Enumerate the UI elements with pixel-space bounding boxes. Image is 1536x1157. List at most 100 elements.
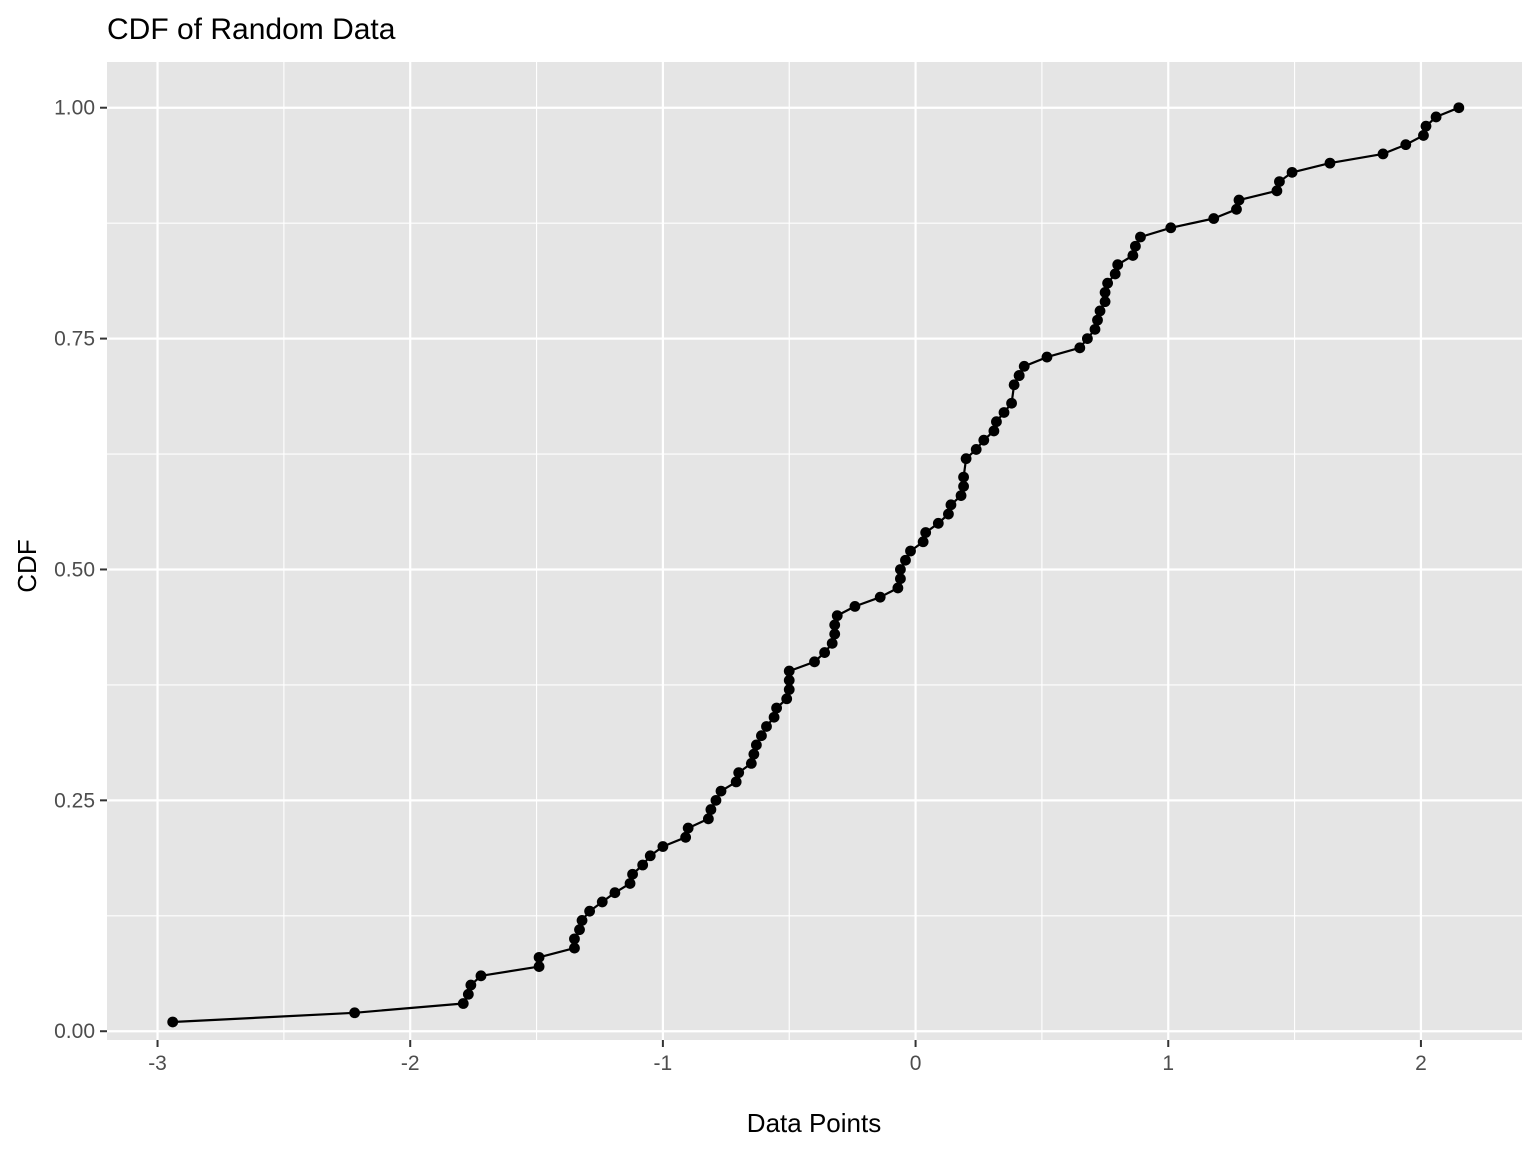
x-tick-label: 2 xyxy=(1415,1052,1427,1075)
data-point xyxy=(569,933,580,945)
data-point xyxy=(991,416,1002,428)
data-point xyxy=(756,730,767,742)
data-point xyxy=(998,407,1010,418)
data-point xyxy=(576,915,588,926)
data-point xyxy=(1165,222,1177,234)
data-point xyxy=(596,896,608,908)
data-point xyxy=(710,794,722,806)
y-axis: 0.00 0.25 0.50 0.75 1.00 xyxy=(54,97,107,1043)
data-point xyxy=(768,711,780,723)
data-point xyxy=(1102,277,1114,289)
data-point xyxy=(1324,157,1336,169)
data-point xyxy=(1420,120,1432,132)
data-point xyxy=(1018,360,1030,372)
data-point xyxy=(1130,240,1141,252)
data-point xyxy=(943,508,954,520)
data-point xyxy=(970,444,982,455)
data-point xyxy=(831,610,843,622)
data-point xyxy=(533,951,545,963)
data-point xyxy=(457,998,469,1009)
data-point xyxy=(644,850,656,862)
x-tick-label: -2 xyxy=(401,1052,420,1075)
data-point xyxy=(1231,203,1242,215)
data-point xyxy=(624,878,636,889)
data-point xyxy=(1099,287,1111,298)
data-point xyxy=(958,471,969,483)
data-point xyxy=(1430,111,1442,123)
data-point xyxy=(1274,176,1285,187)
data-point xyxy=(1008,379,1020,391)
data-point xyxy=(809,656,820,668)
series-layer xyxy=(167,102,1465,1028)
data-point xyxy=(783,674,795,686)
data-point xyxy=(783,665,795,677)
data-point xyxy=(1109,268,1121,280)
data-point xyxy=(533,961,545,972)
x-axis-title: Data Points xyxy=(747,1108,881,1138)
data-point xyxy=(748,748,760,760)
y-axis-title: CDF xyxy=(12,539,42,592)
data-point xyxy=(574,924,585,936)
data-point xyxy=(1094,305,1106,317)
data-point xyxy=(1041,351,1053,363)
data-point xyxy=(1006,397,1017,409)
data-point xyxy=(682,822,694,834)
y-tick-label: 0.25 xyxy=(54,789,95,812)
data-point xyxy=(349,1007,361,1019)
data-point xyxy=(932,517,944,529)
x-axis: -3 -2 -1 0 1 2 xyxy=(148,1040,1427,1075)
data-point xyxy=(1418,130,1429,141)
data-point xyxy=(569,942,580,954)
data-point xyxy=(609,887,621,899)
data-point xyxy=(945,499,957,511)
data-point xyxy=(1377,148,1389,160)
data-point xyxy=(733,767,745,779)
data-point xyxy=(750,739,762,751)
data-point xyxy=(955,490,967,501)
y-tick-label: 0.75 xyxy=(54,328,95,351)
data-point xyxy=(657,841,669,852)
data-point xyxy=(1089,323,1101,335)
data-point xyxy=(761,721,772,732)
data-point xyxy=(829,628,841,640)
data-point xyxy=(584,905,596,917)
data-point xyxy=(462,988,474,1000)
data-point xyxy=(895,573,906,585)
x-tick-label: -3 xyxy=(148,1052,167,1075)
plot-panel xyxy=(107,62,1522,1040)
data-point xyxy=(465,979,477,991)
data-point xyxy=(1081,333,1093,344)
chart-title: CDF of Random Data xyxy=(107,13,396,46)
data-point xyxy=(715,785,727,797)
data-point xyxy=(920,527,932,538)
data-point xyxy=(475,970,487,982)
data-point xyxy=(1286,166,1298,178)
data-point xyxy=(1013,370,1025,381)
data-point xyxy=(745,758,757,769)
data-point xyxy=(826,637,838,649)
data-point xyxy=(892,582,904,594)
data-point xyxy=(637,859,649,871)
data-point xyxy=(978,434,990,446)
data-point xyxy=(1271,185,1283,197)
x-tick-label: 1 xyxy=(1162,1052,1174,1075)
data-point xyxy=(783,684,795,695)
data-point xyxy=(1400,139,1412,151)
data-point xyxy=(705,804,717,815)
data-point xyxy=(988,425,1000,437)
data-point xyxy=(1135,231,1146,243)
data-point xyxy=(874,591,886,603)
data-point xyxy=(917,536,929,548)
data-point xyxy=(819,647,831,658)
data-point xyxy=(627,868,638,880)
data-point xyxy=(1099,296,1111,308)
x-tick-label: -1 xyxy=(654,1052,673,1075)
y-tick-label: 1.00 xyxy=(54,97,95,120)
data-point xyxy=(167,1016,179,1028)
data-point xyxy=(958,480,969,492)
data-point xyxy=(900,554,911,566)
y-tick-label: 0.00 xyxy=(54,1020,95,1043)
x-tick-label: 0 xyxy=(910,1052,922,1075)
y-tick-label: 0.50 xyxy=(54,558,95,581)
